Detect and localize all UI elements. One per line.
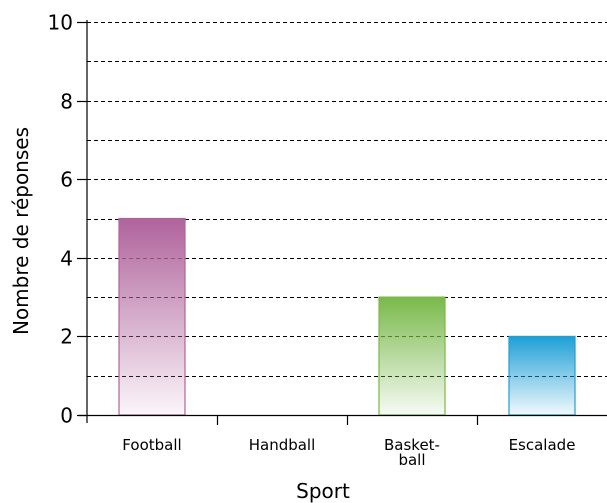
x-axis-title: Sport bbox=[296, 479, 350, 503]
y-tick-label: 2 bbox=[60, 325, 73, 349]
y-tick-label: 4 bbox=[60, 247, 73, 271]
labels: 0 2 4 6 8 10 Football Handball Basket-ball Escala… bbox=[48, 11, 576, 470]
y-axis-title: Nombre de réponses bbox=[9, 127, 33, 335]
x-tick-label: Handball bbox=[249, 436, 316, 454]
bar bbox=[378, 296, 446, 416]
y-tick-label: 6 bbox=[60, 168, 73, 192]
x-tick-label: Basket-ball bbox=[384, 436, 440, 469]
bar bbox=[118, 217, 186, 416]
x-tick-label: Escalade bbox=[509, 436, 576, 454]
y-tick-label: 8 bbox=[60, 90, 73, 114]
bars bbox=[118, 217, 576, 416]
y-tick-label: 10 bbox=[48, 11, 73, 35]
axes bbox=[77, 20, 607, 425]
y-tick-label: 0 bbox=[60, 404, 73, 428]
bar bbox=[508, 335, 576, 416]
x-tick-label: Football bbox=[122, 436, 181, 454]
